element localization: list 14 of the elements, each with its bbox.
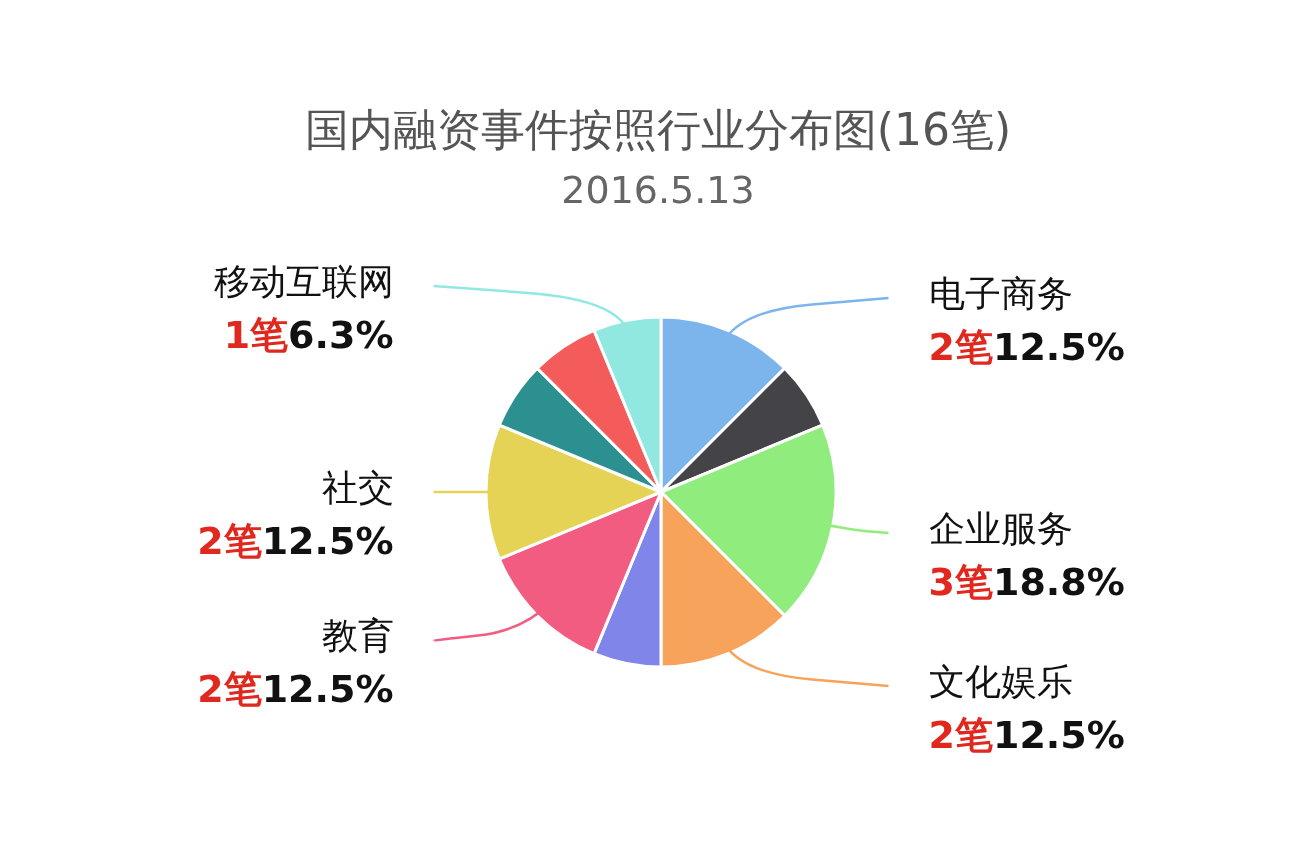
data-label: 1笔6.3%: [223, 313, 394, 358]
slice-label: 移动互联网: [213, 261, 394, 303]
chart-subtitle: 2016.5.13: [560, 167, 756, 214]
slice-label: 文化娱乐: [928, 661, 1073, 703]
chart-title: 国内融资事件按照行业分布图(16笔): [303, 103, 1013, 157]
data-label: 2笔12.5%: [928, 713, 1125, 758]
data-label: 2笔12.5%: [197, 667, 394, 712]
slice-label: 社交: [321, 467, 394, 508]
data-label: 2笔12.5%: [928, 324, 1125, 369]
slice-label: 企业服务: [928, 507, 1073, 549]
data-label: 2笔12.5%: [197, 519, 394, 563]
slice-label: 电子商务: [928, 272, 1073, 314]
slice-label: 教育: [321, 615, 394, 657]
data-label: 3笔18.8%: [928, 559, 1125, 604]
